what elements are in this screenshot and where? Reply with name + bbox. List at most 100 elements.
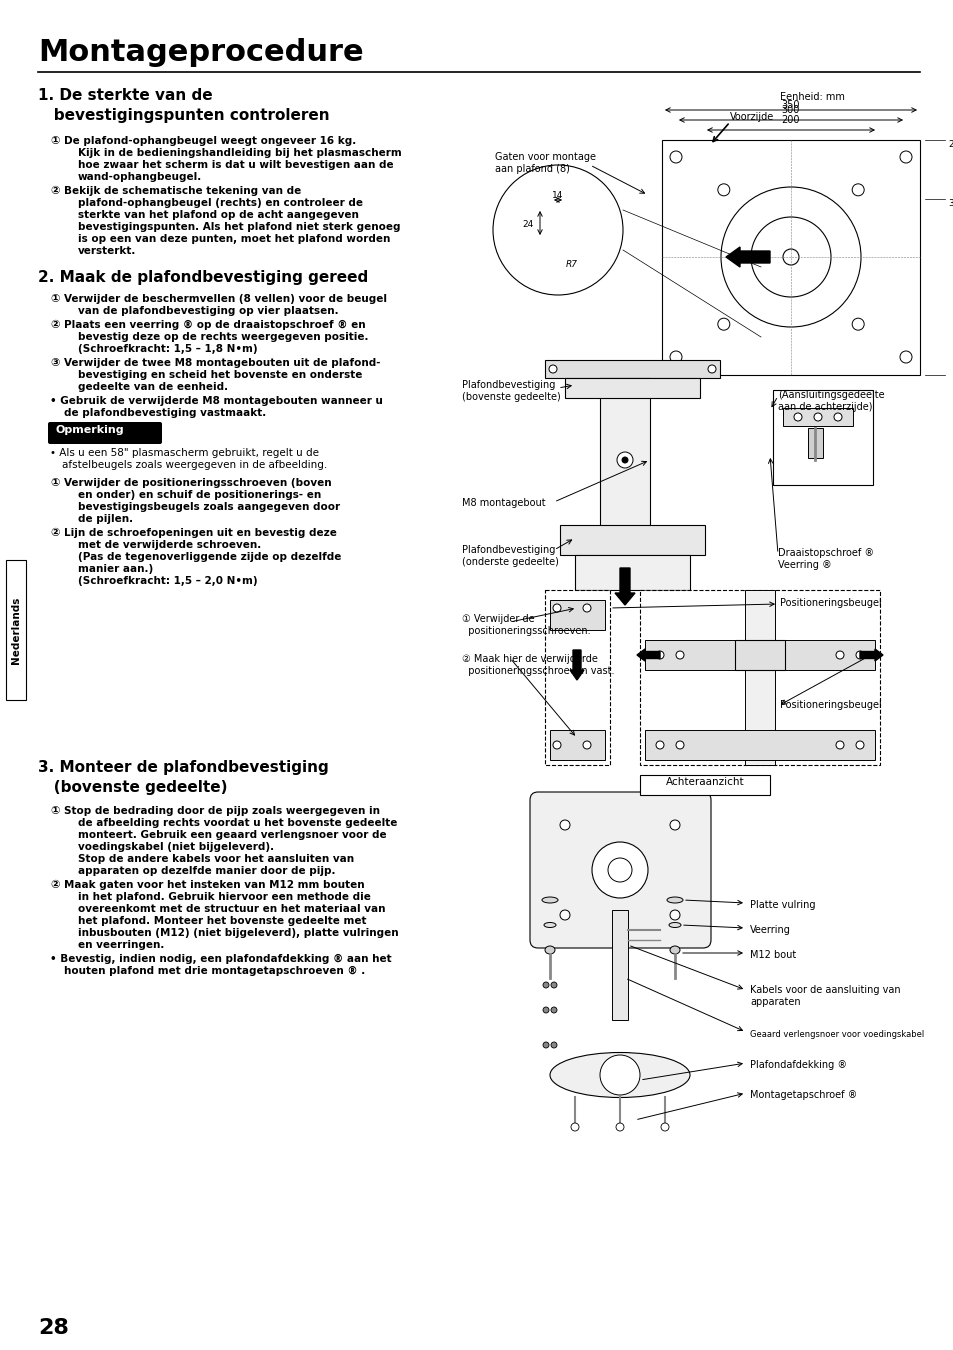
Text: met de verwijderde schroeven.: met de verwijderde schroeven. bbox=[78, 540, 261, 549]
Text: Montagetapschroef ®: Montagetapschroef ® bbox=[749, 1089, 857, 1100]
Text: Verwijder de positioneringsschroeven (boven: Verwijder de positioneringsschroeven (bo… bbox=[64, 478, 332, 487]
FancyArrow shape bbox=[615, 568, 635, 605]
Text: R7: R7 bbox=[565, 261, 578, 269]
Circle shape bbox=[707, 364, 716, 373]
Text: ③: ③ bbox=[50, 358, 59, 369]
Text: Maak gaten voor het insteken van M12 mm bouten: Maak gaten voor het insteken van M12 mm … bbox=[64, 880, 364, 890]
Bar bbox=[550, 730, 604, 760]
Text: Draaistopschroef ®: Draaistopschroef ® bbox=[778, 548, 873, 558]
Text: M12 bout: M12 bout bbox=[749, 950, 796, 960]
Text: 200: 200 bbox=[947, 140, 953, 148]
Circle shape bbox=[835, 741, 843, 749]
Bar bbox=[644, 640, 874, 670]
Text: Veerring: Veerring bbox=[749, 925, 790, 936]
Text: 14: 14 bbox=[552, 190, 563, 200]
Text: ②: ② bbox=[50, 528, 59, 539]
Text: versterkt.: versterkt. bbox=[78, 246, 136, 256]
Circle shape bbox=[559, 910, 569, 919]
Text: Plafondafdekking ®: Plafondafdekking ® bbox=[749, 1060, 846, 1071]
Text: inbusbouten (M12) (niet bijgeleverd), platte vulringen: inbusbouten (M12) (niet bijgeleverd), pl… bbox=[78, 927, 398, 938]
Bar bbox=[639, 590, 879, 765]
Bar bbox=[575, 555, 689, 590]
Text: plafond-ophangbeugel (rechts) en controleer de: plafond-ophangbeugel (rechts) en control… bbox=[78, 198, 363, 208]
Text: ②: ② bbox=[50, 320, 59, 329]
FancyArrow shape bbox=[637, 649, 659, 662]
Text: De plafond-ophangbeugel weegt ongeveer 16 kg.: De plafond-ophangbeugel weegt ongeveer 1… bbox=[64, 136, 355, 146]
Text: apparaten: apparaten bbox=[749, 998, 800, 1007]
FancyBboxPatch shape bbox=[48, 423, 162, 444]
Circle shape bbox=[542, 1007, 548, 1012]
Circle shape bbox=[669, 819, 679, 830]
Text: de plafondbevestiging vastmaakt.: de plafondbevestiging vastmaakt. bbox=[64, 408, 266, 418]
Ellipse shape bbox=[669, 946, 679, 954]
Text: positioneringsschroeven.: positioneringsschroeven. bbox=[461, 626, 590, 636]
Circle shape bbox=[851, 319, 863, 331]
Circle shape bbox=[669, 351, 681, 363]
Bar bbox=[599, 378, 649, 558]
Text: het plafond. Monteer het bovenste gedeelte met: het plafond. Monteer het bovenste gedeel… bbox=[78, 917, 366, 926]
Text: ①: ① bbox=[50, 478, 59, 487]
Circle shape bbox=[571, 1123, 578, 1131]
Circle shape bbox=[669, 151, 681, 163]
Text: de afbeelding rechts voordat u het bovenste gedeelte: de afbeelding rechts voordat u het boven… bbox=[78, 818, 397, 828]
Circle shape bbox=[553, 741, 560, 749]
Text: ①: ① bbox=[50, 294, 59, 304]
Circle shape bbox=[669, 910, 679, 919]
Bar bbox=[644, 730, 874, 760]
Text: bevestig deze op de rechts weergegeven positie.: bevestig deze op de rechts weergegeven p… bbox=[78, 332, 368, 342]
Bar bbox=[559, 525, 704, 555]
Bar bbox=[782, 408, 852, 427]
Circle shape bbox=[582, 603, 590, 612]
Circle shape bbox=[676, 651, 683, 659]
Text: aan de achterzijde): aan de achterzijde) bbox=[778, 402, 872, 412]
Circle shape bbox=[813, 413, 821, 421]
Text: • Als u een 58" plasmascherm gebruikt, regelt u de: • Als u een 58" plasmascherm gebruikt, r… bbox=[50, 448, 318, 458]
Bar bbox=[544, 360, 720, 378]
Text: 3. Monteer de plafondbevestiging: 3. Monteer de plafondbevestiging bbox=[38, 760, 329, 775]
Text: Voorzijde: Voorzijde bbox=[729, 112, 774, 122]
Circle shape bbox=[548, 364, 557, 373]
Bar bbox=[661, 140, 919, 375]
Circle shape bbox=[599, 1054, 639, 1095]
Circle shape bbox=[542, 1042, 548, 1048]
Ellipse shape bbox=[541, 896, 558, 903]
Circle shape bbox=[582, 741, 590, 749]
Text: Plaats een veerring ® op de draaistopschroef ® en: Plaats een veerring ® op de draaistopsch… bbox=[64, 320, 365, 331]
Circle shape bbox=[551, 1007, 557, 1012]
Text: houten plafond met drie montagetapschroeven ® .: houten plafond met drie montagetapschroe… bbox=[64, 967, 365, 976]
Text: sterkte van het plafond op de acht aangegeven: sterkte van het plafond op de acht aange… bbox=[78, 211, 358, 220]
Text: de pijlen.: de pijlen. bbox=[78, 514, 133, 524]
Circle shape bbox=[542, 981, 548, 988]
Text: Verwijder de twee M8 montagebouten uit de plafond-: Verwijder de twee M8 montagebouten uit d… bbox=[64, 358, 380, 369]
Text: Achteraanzicht: Achteraanzicht bbox=[665, 778, 743, 787]
Text: bevestiging en scheid het bovenste en onderste: bevestiging en scheid het bovenste en on… bbox=[78, 370, 362, 379]
Ellipse shape bbox=[666, 896, 682, 903]
Text: 350: 350 bbox=[781, 100, 800, 109]
Circle shape bbox=[656, 651, 663, 659]
Text: monteert. Gebruik een geaard verlengsnoer voor de: monteert. Gebruik een geaard verlengsnoe… bbox=[78, 830, 386, 840]
Text: ①: ① bbox=[50, 806, 59, 815]
Bar bbox=[6, 560, 26, 701]
Text: aan plafond (8): aan plafond (8) bbox=[495, 163, 569, 174]
Ellipse shape bbox=[543, 922, 556, 927]
Text: Nederlands: Nederlands bbox=[11, 597, 21, 664]
FancyBboxPatch shape bbox=[546, 204, 568, 242]
Text: wand-ophangbeugel.: wand-ophangbeugel. bbox=[78, 171, 202, 182]
Text: voedingskabel (niet bijgeleverd).: voedingskabel (niet bijgeleverd). bbox=[78, 842, 274, 852]
Bar bbox=[772, 390, 872, 485]
Text: van de plafondbevestiging op vier plaatsen.: van de plafondbevestiging op vier plaats… bbox=[78, 306, 338, 316]
Text: ② Maak hier de verwijderde: ② Maak hier de verwijderde bbox=[461, 653, 598, 664]
Text: Eenheid: mm: Eenheid: mm bbox=[780, 92, 844, 103]
Text: bevestigingspunten. Als het plafond niet sterk genoeg: bevestigingspunten. Als het plafond niet… bbox=[78, 221, 400, 232]
Circle shape bbox=[607, 859, 631, 882]
Text: gedeelte van de eenheid.: gedeelte van de eenheid. bbox=[78, 382, 228, 391]
Text: Platte vulring: Platte vulring bbox=[749, 900, 815, 910]
Text: Plafondbevestiging: Plafondbevestiging bbox=[461, 379, 555, 390]
Text: ②: ② bbox=[50, 880, 59, 890]
Text: Kabels voor de aansluiting van: Kabels voor de aansluiting van bbox=[749, 986, 900, 995]
Text: (Pas de tegenoverliggende zijde op dezelfde: (Pas de tegenoverliggende zijde op dezel… bbox=[78, 552, 341, 562]
Text: overeenkomt met de structuur en het materiaal van: overeenkomt met de structuur en het mate… bbox=[78, 904, 385, 914]
Circle shape bbox=[551, 981, 557, 988]
Text: ① Verwijder de: ① Verwijder de bbox=[461, 614, 534, 624]
FancyArrow shape bbox=[725, 247, 769, 267]
